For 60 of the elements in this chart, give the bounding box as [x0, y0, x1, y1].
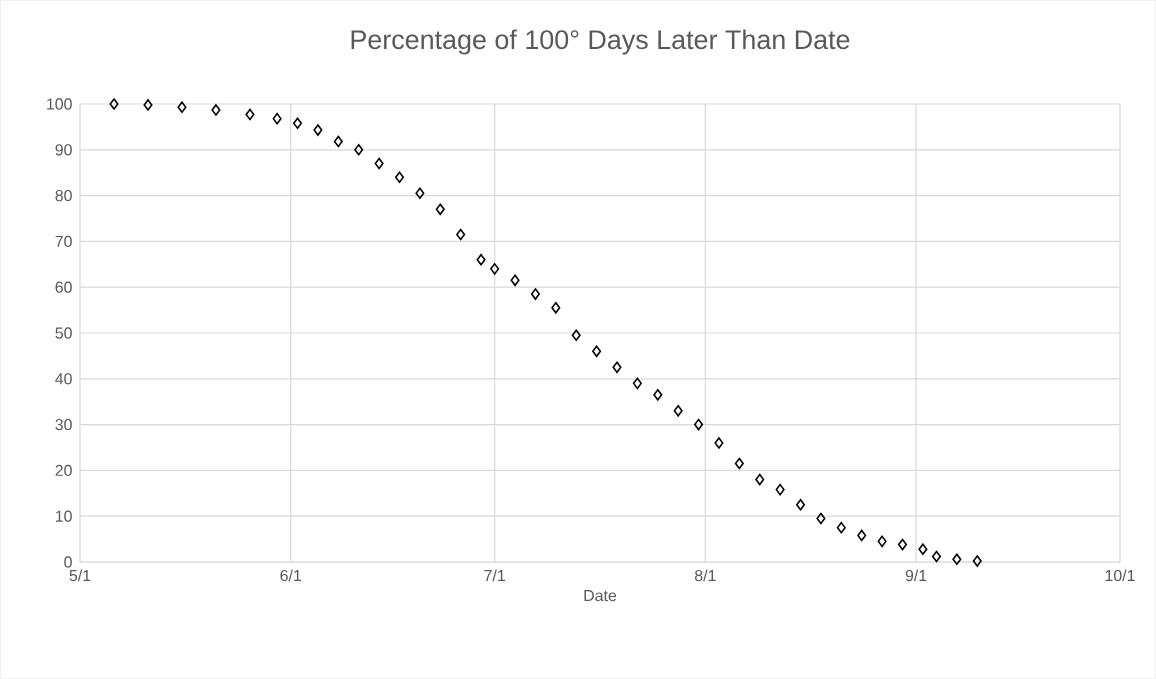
point: [456, 228, 466, 241]
point: [510, 274, 520, 287]
point: [734, 457, 744, 470]
y-tick-label: 60: [55, 281, 72, 293]
point: [612, 361, 622, 374]
y-tick-label: 70: [55, 235, 72, 248]
chart-title: Percentage of 100° Days Later Than Date: [351, 29, 850, 55]
y-tick-label: 90: [55, 144, 72, 156]
y-tick-label: 20: [55, 464, 72, 477]
point: [653, 389, 663, 401]
point: [394, 171, 405, 184]
y-tick-label: 100: [47, 98, 72, 110]
point: [897, 538, 908, 551]
point: [673, 405, 683, 417]
point: [918, 543, 928, 555]
y-tick-label: 10: [55, 510, 72, 522]
y-tick-label: 0: [64, 556, 72, 568]
x-tick-label: 6/1: [280, 569, 302, 582]
x-tick-label: 5/1: [69, 569, 91, 582]
point: [177, 101, 187, 113]
x-tick-label: 10/1: [1105, 569, 1135, 582]
point: [415, 187, 425, 200]
y-tick-label: 30: [55, 418, 72, 431]
point: [755, 473, 765, 486]
point: [109, 98, 119, 110]
point: [972, 555, 982, 567]
point: [476, 253, 486, 266]
point: [435, 203, 445, 216]
point: [272, 112, 282, 125]
point: [313, 124, 323, 136]
point: [714, 437, 724, 449]
point: [632, 377, 642, 390]
x-tick-label: 9/1: [905, 569, 927, 582]
point: [931, 550, 942, 563]
point: [592, 345, 602, 358]
point: [795, 498, 806, 511]
x-tick-label: 7/1: [484, 569, 505, 582]
x-tick-label: 8/1: [694, 569, 716, 582]
y-tick-label: 40: [55, 373, 72, 385]
point: [292, 117, 303, 130]
point: [354, 143, 364, 156]
y-tick-label: 80: [55, 189, 72, 202]
point: [836, 521, 846, 534]
point: [551, 301, 561, 314]
point: [490, 263, 500, 275]
point: [245, 108, 255, 121]
point: [333, 135, 343, 148]
y-tick-label: 50: [55, 327, 72, 339]
x-axis-title: Date: [584, 590, 617, 602]
point: [211, 104, 221, 116]
point: [857, 529, 867, 542]
point: [374, 157, 384, 170]
point: [775, 483, 785, 496]
point: [571, 329, 581, 342]
point: [952, 553, 962, 566]
point: [877, 535, 887, 548]
point: [816, 512, 826, 525]
point: [143, 99, 153, 111]
point: [694, 418, 704, 431]
point: [530, 288, 540, 300]
